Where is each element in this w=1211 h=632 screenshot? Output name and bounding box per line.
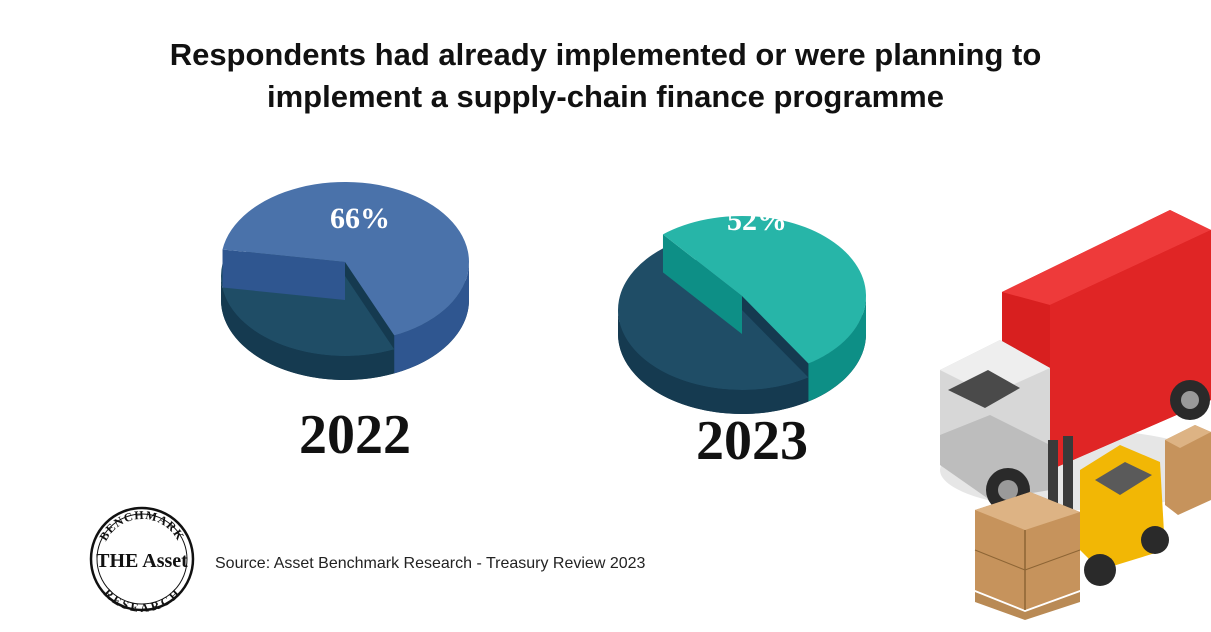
logo-main-text: THE Asset [96,550,188,572]
pie-slice-remainder [618,248,809,390]
pie-slice-highlight-wall [394,262,469,374]
chart-title: Respondents had already implemented or w… [0,34,1211,118]
pie-slice-remainder-wall [618,310,809,414]
pie-2023: 52% 2023 [618,204,866,472]
pie-slice-remainder-wall [221,276,395,380]
pie-slice-highlight-cut [222,249,345,300]
the-asset-logo: BENCHMARK THE Asset RESEARCH [89,506,195,613]
pie-slice-highlight [222,182,469,336]
pie-2022: 66% 2022 [220,182,469,466]
pie-year-label: 2023 [696,410,808,472]
pie-percent-label: 52% [727,204,787,237]
pie-year-label: 2022 [299,404,411,466]
truck-forklift-illustration [940,210,1211,620]
title-line-1: Respondents had already implemented or w… [169,37,1042,72]
pie-slice-highlight-cut [662,234,742,334]
source-note: Source: Asset Benchmark Research - Treas… [215,555,646,572]
pie-slice-highlight [662,216,866,364]
title-line-2: implement a supply-chain finance program… [267,79,944,114]
pie-slice-highlight-wall [808,296,866,402]
pie-percent-label: 66% [330,202,390,235]
